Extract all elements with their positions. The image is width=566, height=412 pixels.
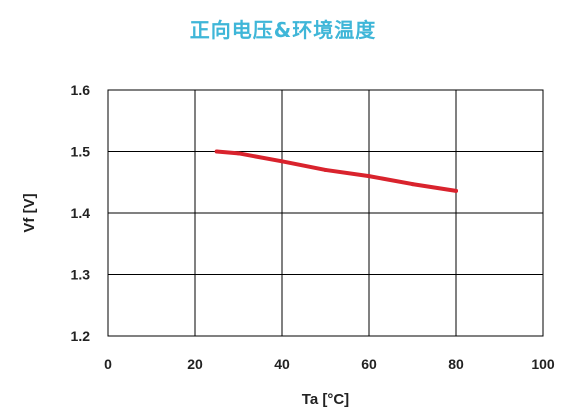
chart-title: 正向电压&环境温度 bbox=[189, 18, 377, 42]
y-tick-label: 1.2 bbox=[71, 328, 91, 344]
data-point bbox=[280, 159, 284, 164]
y-tick-label: 1.4 bbox=[71, 205, 91, 221]
series-line bbox=[214, 149, 458, 193]
y-tick-label: 1.6 bbox=[71, 82, 91, 98]
x-tick-label: 20 bbox=[187, 356, 203, 372]
y-axis-label: Vf [V] bbox=[21, 193, 38, 232]
x-tick-label: 100 bbox=[531, 356, 555, 372]
x-tick-label: 0 bbox=[104, 356, 112, 372]
data-point bbox=[410, 182, 415, 187]
data-point bbox=[454, 188, 458, 193]
data-point bbox=[367, 174, 371, 179]
y-tick-label: 1.5 bbox=[71, 144, 91, 160]
data-point bbox=[236, 151, 241, 156]
y-tick-label: 1.3 bbox=[71, 267, 91, 283]
x-tick-label: 40 bbox=[274, 356, 290, 372]
data-point bbox=[214, 149, 219, 154]
x-tick-label: 60 bbox=[361, 356, 377, 372]
x-axis-label: Ta [°C] bbox=[302, 391, 349, 408]
data-point bbox=[323, 167, 328, 172]
x-tick-label: 80 bbox=[448, 356, 464, 372]
